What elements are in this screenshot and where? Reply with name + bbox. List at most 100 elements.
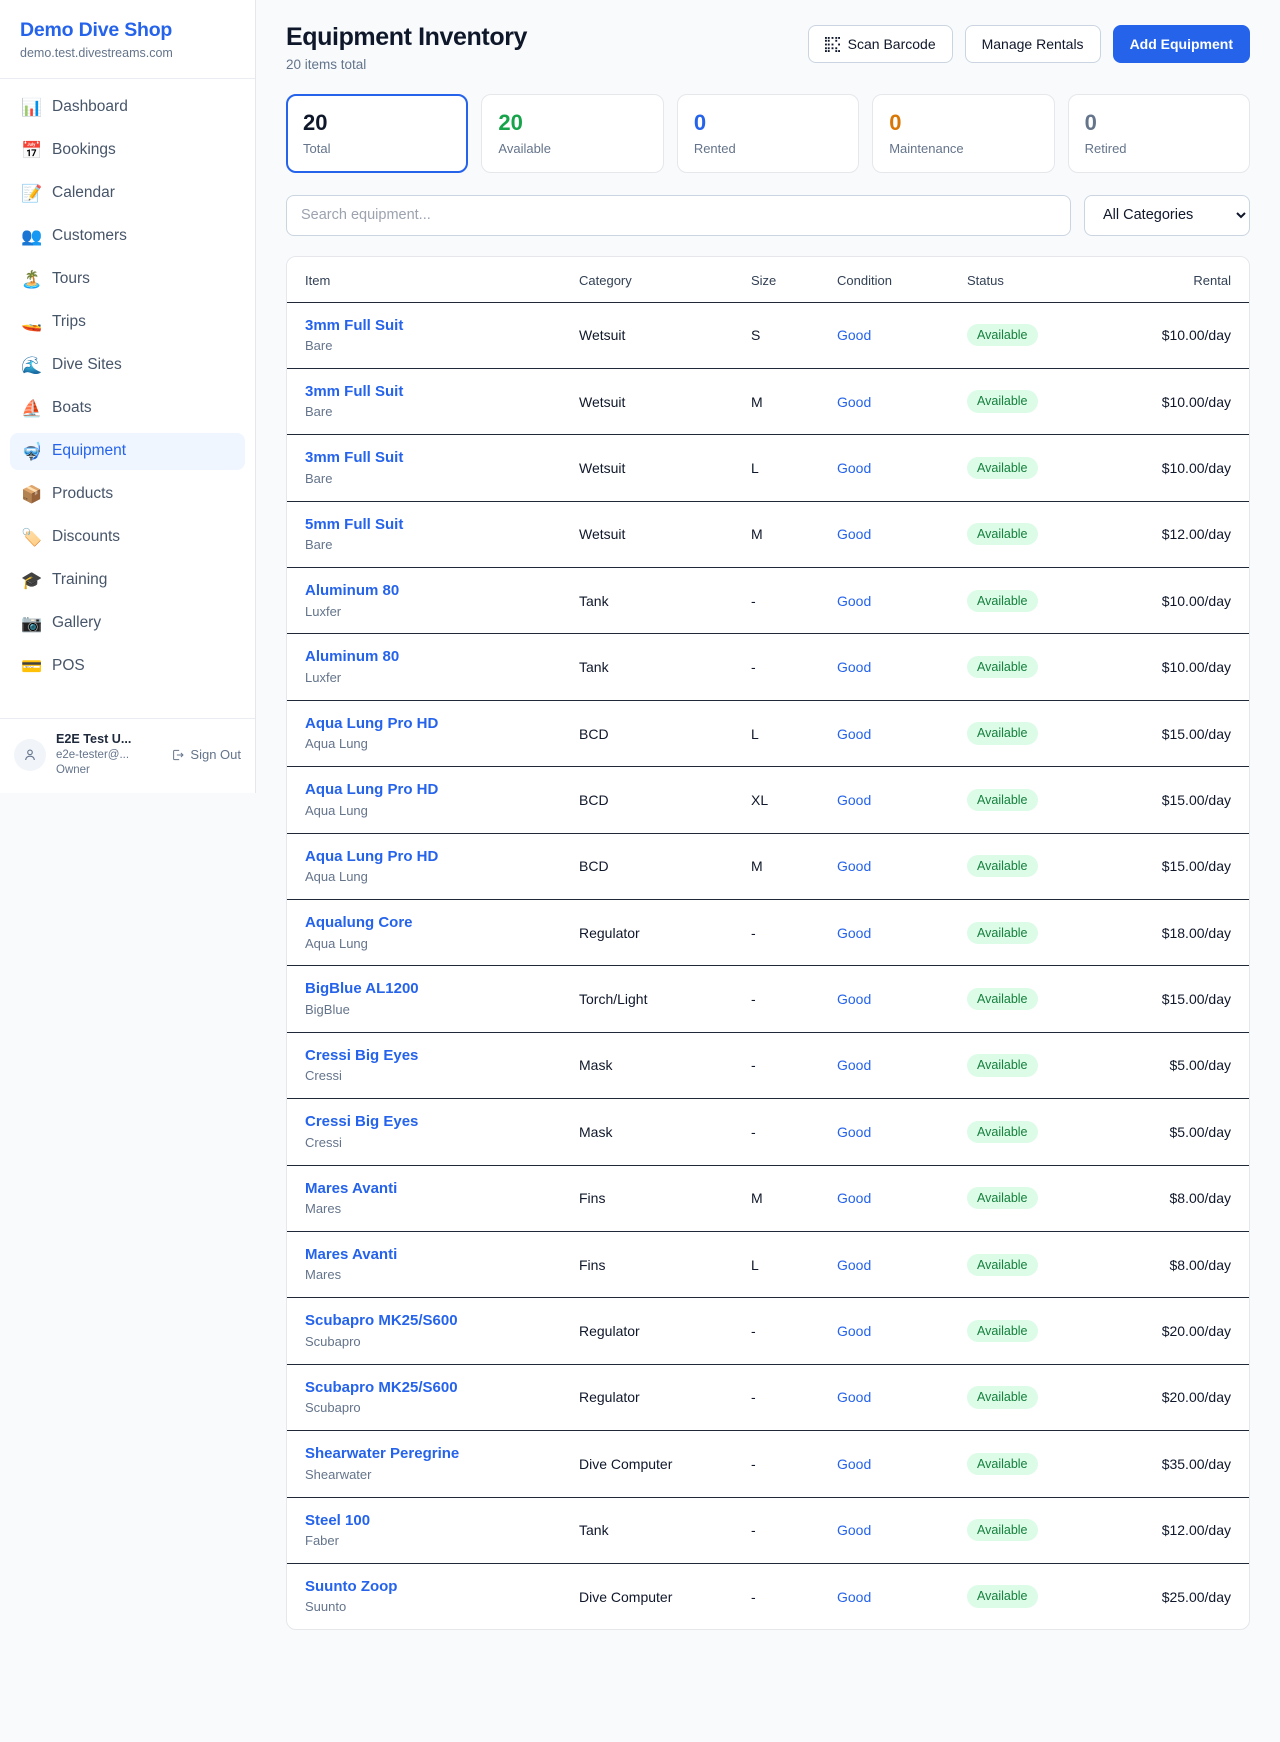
table-row[interactable]: Scubapro MK25/S600 Scubapro Regulator - Good… — [287, 1297, 1249, 1365]
item-name-link[interactable]: Mares Avanti — [305, 1179, 398, 1197]
sidebar-item-gallery[interactable]: 📷 Gallery — [10, 605, 245, 642]
item-name-link[interactable]: Aluminum 80 — [305, 582, 400, 600]
table-row[interactable]: Mares Avanti Mares Fins L Good Available $8.00… — [287, 1231, 1249, 1299]
column-header-status[interactable]: Status — [955, 256, 1095, 303]
condition-link[interactable]: Good — [837, 327, 872, 344]
condition-link[interactable]: Good — [837, 1522, 872, 1539]
table-row[interactable]: Aluminum 80 Luxfer Tank - Good Available $10.0… — [287, 567, 1249, 635]
item-name-link[interactable]: BigBlue AL1200 — [305, 980, 419, 998]
table-row[interactable]: Aqualung Core Aqua Lung Regulator - Good Avai… — [287, 899, 1249, 967]
item-name-link[interactable]: Aqua Lung Pro HD — [305, 847, 439, 865]
condition-link[interactable]: Good — [837, 1389, 872, 1406]
table-row[interactable]: 3mm Full Suit Bare Wetsuit S Good Available $1… — [287, 302, 1249, 369]
cell-status: Available — [955, 833, 1095, 901]
condition-link[interactable]: Good — [837, 1455, 872, 1472]
cell-status: Available — [955, 1430, 1095, 1498]
stat-card-rented[interactable]: 0 Rented — [676, 94, 860, 173]
item-name-link[interactable]: Cressi Big Eyes — [305, 1046, 419, 1064]
column-header-condition[interactable]: Condition — [825, 256, 955, 303]
stat-label: Rented — [693, 140, 736, 156]
stat-card-maintenance[interactable]: 0 Maintenance — [872, 94, 1055, 173]
stat-value: 0 — [693, 110, 707, 135]
stat-card-retired[interactable]: 0 Retired — [1067, 94, 1251, 173]
column-header-rental[interactable]: Rental — [1095, 256, 1249, 303]
table-row[interactable]: 3mm Full Suit Bare Wetsuit L Good Available $1… — [287, 434, 1249, 502]
condition-link[interactable]: Good — [837, 1588, 872, 1605]
condition-link[interactable]: Good — [837, 1057, 872, 1074]
table-row[interactable]: Scubapro MK25/S600 Scubapro Regulator - Good… — [287, 1364, 1249, 1432]
category-select[interactable]: All Categories — [1084, 194, 1250, 236]
table-row[interactable]: Steel 100 Faber Tank - Good Available $12.00/d… — [287, 1497, 1249, 1564]
table-row[interactable]: Aqua Lung Pro HD Aqua Lung BCD XL Good Availa… — [287, 766, 1249, 834]
condition-link[interactable]: Good — [837, 1323, 872, 1340]
manage-rentals-button[interactable]: Manage Rentals — [964, 25, 1101, 63]
item-name-link[interactable]: Aqualung Core — [305, 914, 413, 932]
condition-link[interactable]: Good — [837, 924, 872, 941]
sidebar-item-customers[interactable]: 👥 Customers — [10, 218, 245, 255]
item-name-link[interactable]: 5mm Full Suit — [305, 515, 404, 533]
condition-link[interactable]: Good — [837, 858, 872, 875]
condition-link[interactable]: Good — [837, 1190, 872, 1207]
item-name-link[interactable]: Scubapro MK25/S600 — [305, 1378, 458, 1396]
condition-link[interactable]: Good — [837, 991, 872, 1008]
add-equipment-button[interactable]: Add Equipment — [1112, 25, 1250, 63]
sidebar-item-dive-sites[interactable]: 🌊 Dive Sites — [10, 347, 245, 384]
column-header-category[interactable]: Category — [567, 256, 739, 303]
table-row[interactable]: BigBlue AL1200 BigBlue Torch/Light - Good Ava… — [287, 965, 1249, 1033]
sidebar-item-products[interactable]: 📦 Products — [10, 476, 245, 513]
column-header-item[interactable]: Item — [287, 256, 567, 303]
sign-out-button[interactable]: Sign Out — [171, 747, 241, 762]
stat-value: 20 — [498, 110, 523, 135]
item-name-link[interactable]: Aluminum 80 — [305, 648, 400, 666]
search-input[interactable] — [286, 194, 1071, 236]
item-name-link[interactable]: Aqua Lung Pro HD — [305, 714, 439, 732]
item-name-link[interactable]: 3mm Full Suit — [305, 382, 404, 400]
column-header-size[interactable]: Size — [739, 256, 825, 303]
status-badge: Available — [967, 456, 1038, 480]
scan-barcode-button[interactable]: Scan Barcode — [807, 25, 953, 63]
item-name-link[interactable]: Aqua Lung Pro HD — [305, 781, 439, 799]
item-name-link[interactable]: Scubapro MK25/S600 — [305, 1312, 458, 1330]
condition-link[interactable]: Good — [837, 459, 872, 476]
item-name-link[interactable]: Steel 100 — [305, 1511, 371, 1529]
table-row[interactable]: Suunto Zoop Suunto Dive Computer - Good Avail… — [287, 1563, 1249, 1629]
condition-link[interactable]: Good — [837, 659, 872, 676]
sidebar-item-pos[interactable]: 💳 POS — [10, 648, 245, 685]
sidebar-item-equipment[interactable]: 🤿 Equipment — [10, 432, 245, 470]
sidebar-item-calendar[interactable]: 📝 Calendar — [10, 175, 245, 212]
item-name-link[interactable]: Cressi Big Eyes — [305, 1113, 419, 1131]
table-row[interactable]: Mares Avanti Mares Fins M Good Available $8.00… — [287, 1165, 1249, 1232]
table-row[interactable]: Aluminum 80 Luxfer Tank - Good Available $10.0… — [287, 633, 1249, 701]
stat-card-total[interactable]: 20 Total — [286, 94, 469, 173]
stat-label: Retired — [1084, 140, 1127, 156]
table-row[interactable]: Aqua Lung Pro HD Aqua Lung BCD L Good Availab… — [287, 700, 1249, 768]
table-row[interactable]: Aqua Lung Pro HD Aqua Lung BCD M Good Availab… — [287, 833, 1249, 901]
condition-link[interactable]: Good — [837, 592, 872, 609]
condition-link[interactable]: Good — [837, 1123, 872, 1140]
condition-link[interactable]: Good — [837, 1256, 872, 1273]
condition-link[interactable]: Good — [837, 725, 872, 742]
brand-block[interactable]: Demo Dive Shop demo.test.divestreams.com — [0, 0, 255, 79]
item-name-link[interactable]: Suunto Zoop — [305, 1577, 398, 1595]
item-name-link[interactable]: Mares Avanti — [305, 1245, 398, 1263]
stat-card-available[interactable]: 20 Available — [481, 94, 664, 173]
item-name-link[interactable]: 3mm Full Suit — [305, 316, 404, 334]
table-row[interactable]: 5mm Full Suit Bare Wetsuit M Good Available $1… — [287, 501, 1249, 569]
condition-link[interactable]: Good — [837, 393, 872, 410]
sidebar-item-dashboard[interactable]: 📊 Dashboard — [10, 89, 245, 126]
table-row[interactable]: Cressi Big Eyes Cressi Mask - Good Available $… — [287, 1032, 1249, 1100]
item-name-link[interactable]: Shearwater Peregrine — [305, 1445, 460, 1463]
item-name-link[interactable]: 3mm Full Suit — [305, 449, 404, 467]
condition-link[interactable]: Good — [837, 526, 872, 543]
table-row[interactable]: 3mm Full Suit Bare Wetsuit M Good Available $1… — [287, 368, 1249, 436]
table-row[interactable]: Cressi Big Eyes Cressi Mask - Good Available $… — [287, 1098, 1249, 1166]
sidebar-item-trips[interactable]: 🚤 Trips — [10, 304, 245, 341]
sidebar-item-training[interactable]: 🎓 Training — [10, 562, 245, 599]
sidebar-item-boats[interactable]: ⛵ Boats — [10, 390, 245, 427]
sidebar-item-tours[interactable]: 🏝️ Tours — [10, 261, 245, 298]
condition-link[interactable]: Good — [837, 791, 872, 808]
sidebar-item-discounts[interactable]: 🏷️ Discounts — [10, 519, 245, 556]
rental-price: $10.00/day — [1161, 327, 1231, 344]
table-row[interactable]: Shearwater Peregrine Shearwater Dive Compu… — [287, 1430, 1249, 1498]
sidebar-item-bookings[interactable]: 📅 Bookings — [10, 132, 245, 169]
